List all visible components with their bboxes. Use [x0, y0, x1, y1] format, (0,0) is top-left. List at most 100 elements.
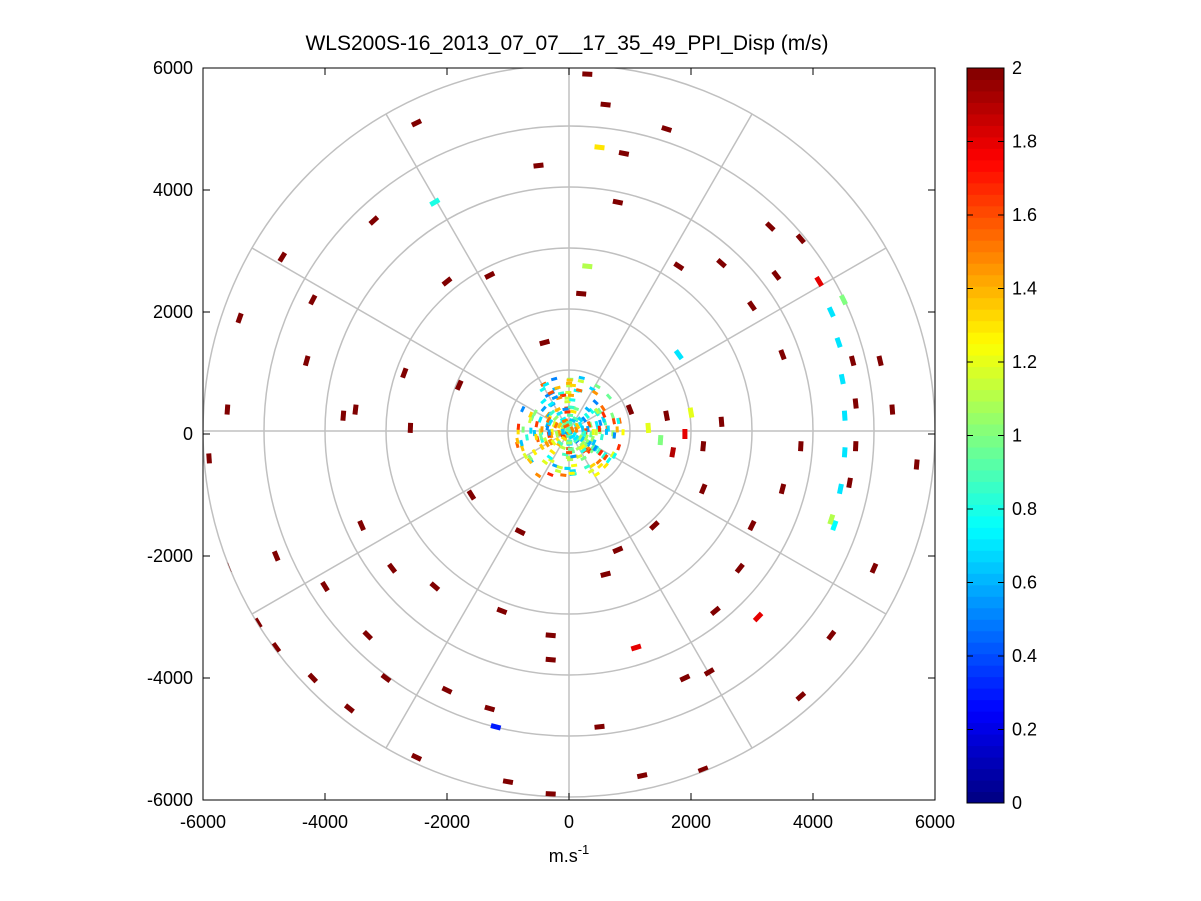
near-range-bin [531, 448, 538, 456]
near-range-bin [553, 421, 559, 429]
data-point [539, 338, 551, 347]
near-range-bin [567, 447, 574, 451]
near-range-bin [562, 423, 570, 429]
near-range-bin [546, 454, 554, 461]
near-range-bin [600, 404, 606, 412]
data-point [340, 410, 347, 421]
colorbar-segment [967, 492, 1004, 505]
near-range-bin [569, 383, 576, 388]
data-point [625, 404, 635, 416]
colorbar-segment [967, 194, 1004, 207]
near-range-bin [569, 426, 575, 433]
data-point [594, 723, 605, 730]
near-range-bin [564, 466, 571, 471]
near-range-bin [572, 434, 580, 442]
range-ring [263, 125, 875, 737]
range-ring [446, 308, 692, 554]
near-range-bin [604, 428, 609, 435]
data-point [618, 149, 630, 157]
near-range-bin [570, 454, 577, 459]
x-tick-label: 6000 [915, 812, 955, 832]
y-axis-ticks: 6000 4000 2000 0 -2000 -4000 -6000 [147, 58, 935, 810]
data-point [490, 723, 502, 731]
colorbar-segment [967, 297, 1004, 310]
colorbar-segment [967, 366, 1004, 379]
colorbar-segment [967, 68, 1004, 80]
x-axis-label: m.s-1 [549, 842, 590, 866]
data-point [357, 519, 366, 532]
data-point [709, 605, 721, 617]
colorbar-segment [967, 412, 1004, 425]
near-range-bin [556, 440, 564, 447]
near-range-bin [519, 444, 525, 452]
data-point [673, 349, 684, 361]
data-point [827, 513, 836, 525]
y-tick-label: 0 [183, 424, 193, 444]
data-point [343, 703, 355, 714]
near-range-bin [591, 389, 599, 396]
data-point [814, 275, 824, 288]
data-point [682, 429, 688, 439]
near-range-bin [539, 443, 545, 451]
near-range-bin [592, 399, 599, 406]
data-point [308, 294, 318, 306]
near-range-bin [515, 437, 520, 445]
near-range-bin [549, 448, 556, 455]
colorbar-segment [967, 722, 1004, 735]
data-point [636, 772, 648, 780]
near-range-bin [562, 407, 569, 412]
near-range-bin [552, 415, 559, 422]
colorbar-segment [967, 424, 1004, 436]
near-range-bin [601, 416, 606, 423]
near-range-bin [537, 416, 543, 423]
near-range-bin [586, 447, 594, 454]
near-range-bin [570, 463, 578, 468]
data-point [380, 672, 392, 684]
data-point [913, 459, 920, 470]
colorbar-segment [967, 159, 1004, 172]
data-point [441, 276, 453, 287]
data-point [407, 422, 414, 433]
near-range-bin [577, 416, 584, 423]
near-range-bin [582, 430, 587, 437]
range-ring [507, 369, 631, 493]
near-range-bin [568, 434, 576, 440]
data-point [697, 765, 709, 774]
near-range-bin [559, 416, 567, 422]
near-range-bin [616, 443, 622, 451]
near-range-bin [525, 434, 529, 441]
colorbar-segment [967, 481, 1004, 494]
data-point [612, 198, 624, 206]
data-point [429, 197, 441, 207]
near-range-bin [599, 433, 604, 441]
data-point [224, 404, 231, 415]
near-range-bin [560, 428, 565, 435]
data-point [752, 611, 764, 623]
data-point [679, 673, 691, 683]
colorbar-segment [967, 446, 1004, 459]
near-range-bin [568, 471, 575, 476]
data-point [206, 453, 212, 464]
colorbar-segment [967, 607, 1004, 620]
data-point [545, 791, 556, 797]
colorbar-segment [967, 113, 1004, 126]
near-range-bin [519, 439, 524, 447]
colorbar-segment [967, 791, 1004, 804]
data-point [852, 398, 859, 409]
y-tick-label: 4000 [153, 180, 193, 200]
data-point [387, 562, 398, 574]
near-range-bin [521, 426, 525, 433]
data-point [496, 606, 508, 616]
near-range-bin [575, 388, 583, 393]
near-range-bin [547, 438, 554, 446]
colorbar-segment [967, 757, 1004, 770]
colorbar-segment [967, 102, 1004, 115]
data-point [834, 336, 843, 349]
data-point [747, 519, 757, 532]
data-point [852, 441, 859, 452]
data-point [600, 570, 612, 578]
near-range-bin [564, 410, 571, 414]
near-range-bin [575, 445, 583, 451]
near-range-bin [592, 444, 599, 452]
data-point [582, 71, 593, 77]
